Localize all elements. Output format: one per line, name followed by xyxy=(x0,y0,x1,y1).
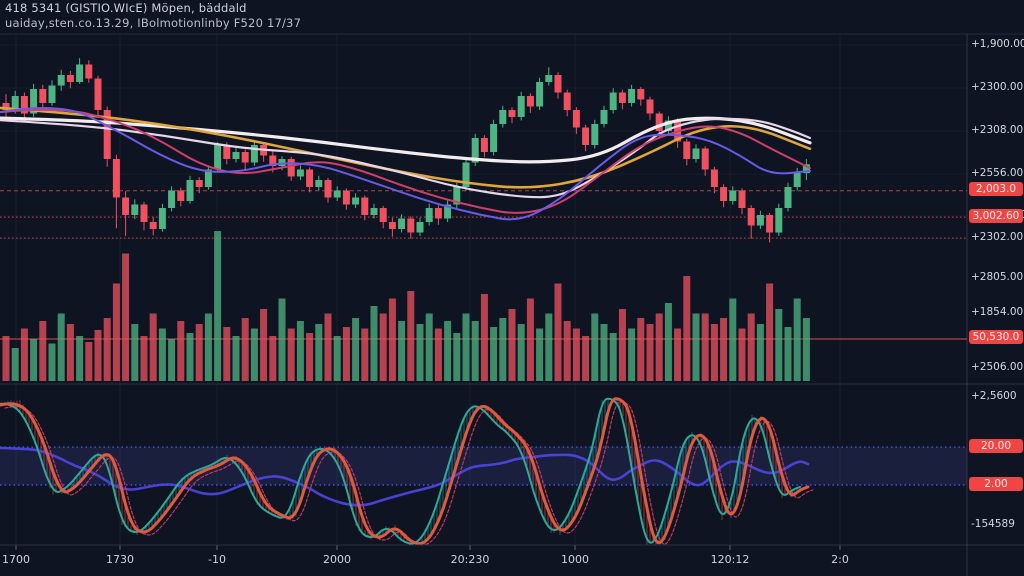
price-axis[interactable]: +1,900.00+2300.00+2308.00+2556.00+2,002.… xyxy=(967,0,1024,545)
symbol-legend[interactable]: 418 5341 (GISTIO.WIcE) Möpen, bäddald ua… xyxy=(5,1,301,31)
time-axis[interactable]: 1700 1730 -10 2000 20:230 1000 120:12 2:0 xyxy=(0,545,1024,576)
time-axis-label: 120:12 xyxy=(710,553,750,566)
price-axis-label: +2556.00 xyxy=(971,167,1024,179)
price-axis-label: +1,900.00 xyxy=(971,38,1024,50)
indicator-legend[interactable]: uaiday,sten.co.13.29, IBolmotionlinby F5… xyxy=(5,16,302,30)
price-axis-label: +2805.00 xyxy=(971,271,1024,283)
price-axis-label: -154589 xyxy=(971,518,1015,530)
price-axis-label: +2506.00 xyxy=(971,361,1024,373)
price-axis-label: +2302.00 xyxy=(971,231,1024,243)
time-axis-label: 1700 xyxy=(2,553,30,566)
price-badge: 3,002.60 xyxy=(969,209,1023,223)
price-badge: 2.00 xyxy=(969,477,1023,491)
symbol-title[interactable]: 418 5341 (GISTIO.WIcE) Möpen, bäddald xyxy=(5,1,247,15)
time-axis-label: -10 xyxy=(208,553,226,566)
time-axis-label: 1000 xyxy=(561,553,589,566)
price-badge: 20.00 xyxy=(969,439,1023,453)
price-axis-label: +2300.00 xyxy=(971,81,1024,93)
price-axis-label: +2,5600 xyxy=(971,390,1017,402)
time-axis-label: 20:230 xyxy=(450,553,490,566)
price-axis-label: +1854.00 xyxy=(971,306,1024,318)
price-badge: 2,003.0 xyxy=(969,182,1023,196)
price-badge: 50,530.0 xyxy=(969,330,1023,344)
time-axis-label: 2:0 xyxy=(831,553,849,566)
time-axis-label: 1730 xyxy=(106,553,134,566)
time-axis-label: 2000 xyxy=(323,553,351,566)
price-axis-label: +2308.00 xyxy=(971,124,1024,136)
